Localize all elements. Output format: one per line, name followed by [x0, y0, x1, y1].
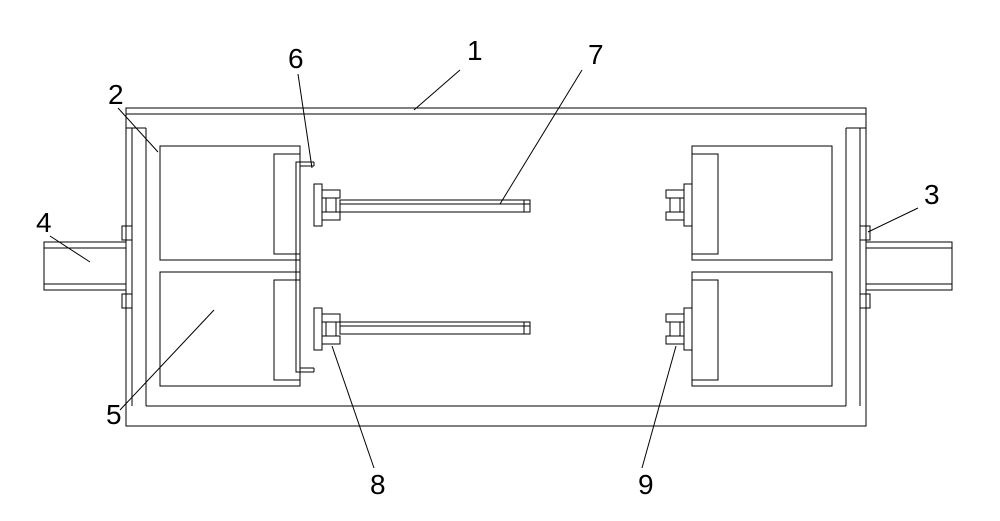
- bolt-left: [122, 226, 132, 240]
- leader-4: [50, 236, 90, 262]
- label-4: 4: [36, 207, 52, 238]
- housing-outer: [126, 108, 866, 426]
- block-left-upper: [160, 146, 300, 260]
- bolt-left: [122, 294, 132, 308]
- leader-1: [414, 70, 460, 110]
- leader-8: [332, 346, 374, 468]
- label-5: 5: [106, 399, 122, 430]
- label-7: 7: [588, 39, 604, 70]
- leader-7: [500, 70, 582, 204]
- bolt-right: [860, 226, 870, 240]
- leader-9: [642, 346, 676, 468]
- shaft-left: [44, 242, 126, 290]
- label-3: 3: [924, 179, 940, 210]
- leader-3: [868, 208, 918, 232]
- bolt-right: [860, 294, 870, 308]
- block-left-lower: [160, 272, 300, 386]
- label-1: 1: [467, 35, 483, 66]
- label-8: 8: [370, 469, 386, 500]
- block-right-lower: [692, 272, 832, 386]
- leader-2: [118, 108, 158, 152]
- shaft-right: [866, 242, 952, 290]
- label-9: 9: [638, 469, 654, 500]
- label-6: 6: [288, 43, 304, 74]
- bracket-left: [296, 162, 314, 372]
- block-right-upper: [692, 146, 832, 260]
- label-2: 2: [108, 79, 124, 110]
- leader-5: [120, 310, 214, 410]
- rod-left-lower: [340, 322, 530, 334]
